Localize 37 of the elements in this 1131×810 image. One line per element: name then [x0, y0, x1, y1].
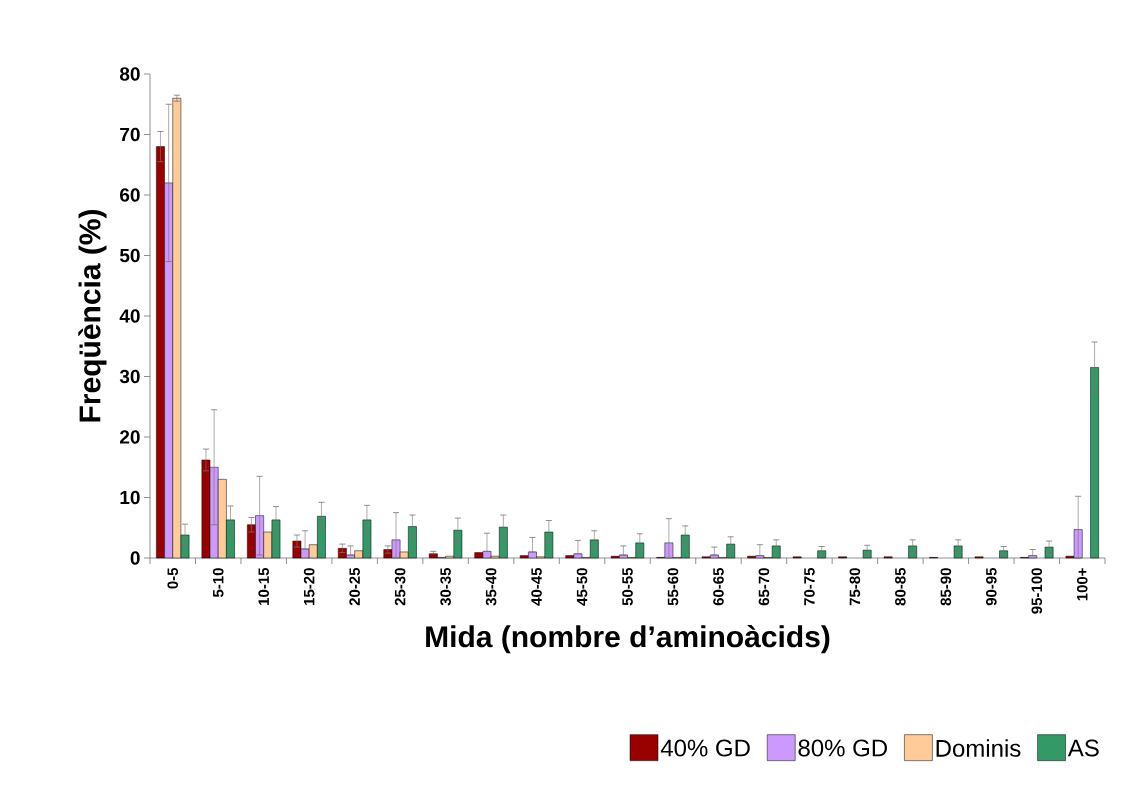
y-tick-label: 60 [120, 188, 140, 202]
x-tick-label: 50-55 [622, 567, 633, 606]
x-tick-label: 65-70 [758, 568, 770, 606]
y-tick-label: 70 [120, 127, 140, 142]
x-tick-label: 35-40 [485, 568, 497, 606]
y-tick-label: 80 [119, 67, 140, 81]
x-tick-label: 40-45 [531, 567, 542, 606]
legend-label: 80% GD [798, 739, 887, 757]
x-tick-label: 10-15 [258, 567, 269, 605]
x-tick-label: 55-60 [667, 568, 679, 606]
y-tick-label: 0 [130, 551, 140, 565]
y-tick-label: 30 [119, 369, 140, 384]
x-tick-label: 30-35 [440, 567, 451, 606]
x-tick-label: 90-95 [986, 567, 997, 606]
x-tick-label: 5-10 [212, 568, 224, 598]
y-axis-title: Freqüència (%) [78, 210, 107, 422]
y-tick-label: 50 [119, 248, 140, 263]
y-tick-label: 10 [120, 490, 140, 505]
x-tick-label: 45-50 [576, 568, 588, 606]
legend-label: 40% GD [660, 739, 750, 757]
x-tick-label: 100+ [1076, 568, 1088, 601]
x-tick-label: 25-30 [394, 568, 406, 606]
bar [1090, 367, 1099, 559]
x-axis-title: Mida (nombre d’aminoàcids) [426, 625, 830, 654]
x-tick-label: 85-90 [940, 568, 952, 606]
legend-label: Dominis [936, 739, 1021, 757]
legend-label: AS [1067, 739, 1099, 757]
x-tick-label: 95-100 [1031, 568, 1043, 614]
x-tick-label: 20-25 [349, 567, 360, 606]
y-tick-label: 40 [119, 309, 140, 323]
x-tick-label: 80-85 [895, 567, 906, 606]
y-tick-label: 20 [120, 430, 140, 444]
x-tick-label: 0-5 [167, 567, 179, 589]
x-tick-label: 70-75 [804, 567, 815, 606]
x-tick-label: 75-80 [849, 568, 861, 606]
x-tick-label: 15-20 [303, 568, 315, 605]
x-tick-label: 60-65 [713, 567, 724, 606]
